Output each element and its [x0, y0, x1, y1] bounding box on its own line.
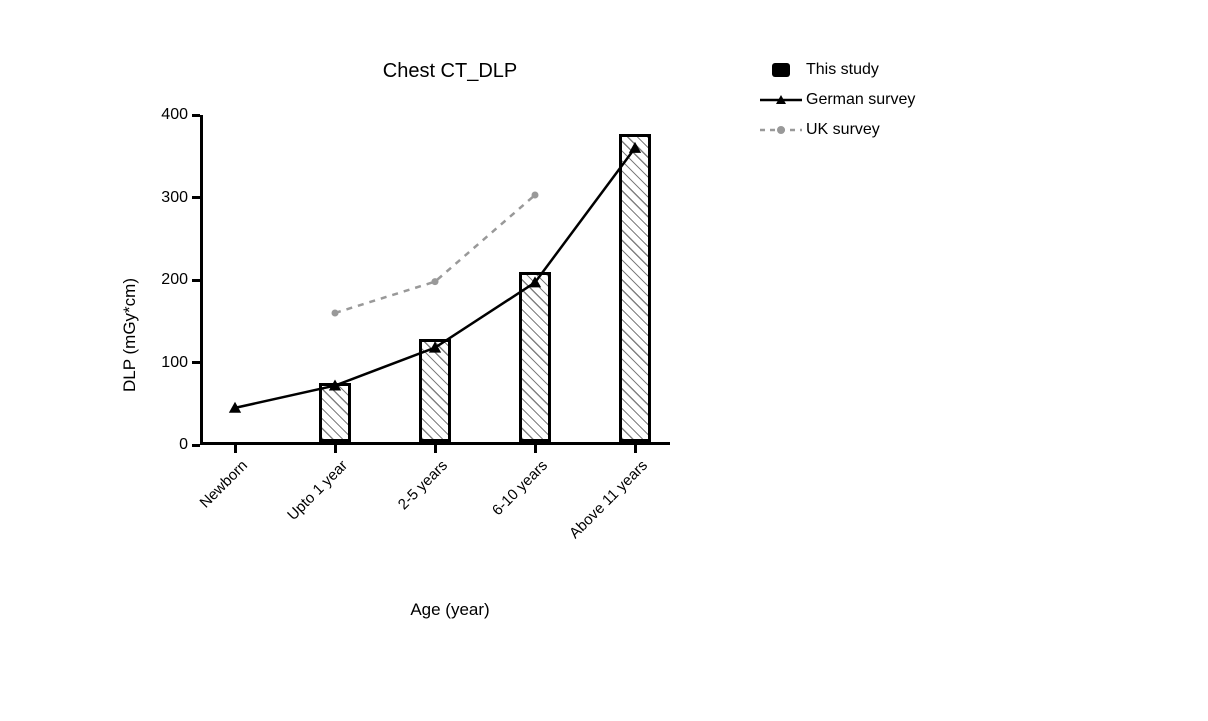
legend-item-uk: UK survey	[760, 118, 915, 142]
x-tick	[334, 445, 337, 453]
line-german	[235, 148, 635, 408]
marker-uk	[332, 310, 339, 317]
y-tick	[192, 196, 200, 199]
marker-uk	[532, 192, 539, 199]
legend-label: UK survey	[806, 121, 880, 139]
plot-area: 0100200300400NewbornUpto 1 year2-5 years…	[200, 115, 670, 445]
y-tick-label: 200	[161, 271, 188, 289]
x-tick	[534, 445, 537, 453]
legend-swatch-dashed-icon	[760, 122, 802, 138]
x-tick	[434, 445, 437, 453]
legend-item-german: German survey	[760, 88, 915, 112]
y-tick-label: 400	[161, 106, 188, 124]
chart-title: Chest CT_DLP	[383, 60, 518, 83]
legend: This study German survey UK survey	[760, 58, 915, 148]
x-tick-label: 6-10 years	[489, 457, 551, 519]
legend-label: German survey	[806, 91, 915, 109]
y-tick	[192, 444, 200, 447]
y-axis-title: DLP (mGy*cm)	[120, 278, 140, 392]
legend-swatch-line-icon	[760, 92, 802, 108]
marker-german	[429, 341, 441, 352]
x-tick	[234, 445, 237, 453]
x-tick-label: Above 11 years	[566, 457, 651, 542]
legend-label: This study	[806, 61, 879, 79]
x-tick-label: 2-5 years	[395, 457, 451, 513]
y-tick	[192, 361, 200, 364]
x-tick	[634, 445, 637, 453]
x-tick-label: Newborn	[197, 457, 251, 511]
y-tick-label: 300	[161, 189, 188, 207]
marker-uk	[432, 278, 439, 285]
y-tick-label: 100	[161, 354, 188, 372]
y-tick	[192, 114, 200, 117]
line-uk	[335, 195, 535, 313]
x-tick-label: Upto 1 year	[284, 457, 351, 524]
legend-swatch-bar-icon	[760, 62, 802, 78]
y-tick-label: 0	[179, 436, 188, 454]
x-axis-title: Age (year)	[410, 600, 489, 620]
chart-container: Chest CT_DLP DLP (mGy*cm) 0100200300400N…	[100, 60, 800, 610]
y-tick	[192, 279, 200, 282]
lines-layer	[200, 115, 670, 445]
legend-item-this-study: This study	[760, 58, 915, 82]
marker-german	[629, 142, 641, 153]
